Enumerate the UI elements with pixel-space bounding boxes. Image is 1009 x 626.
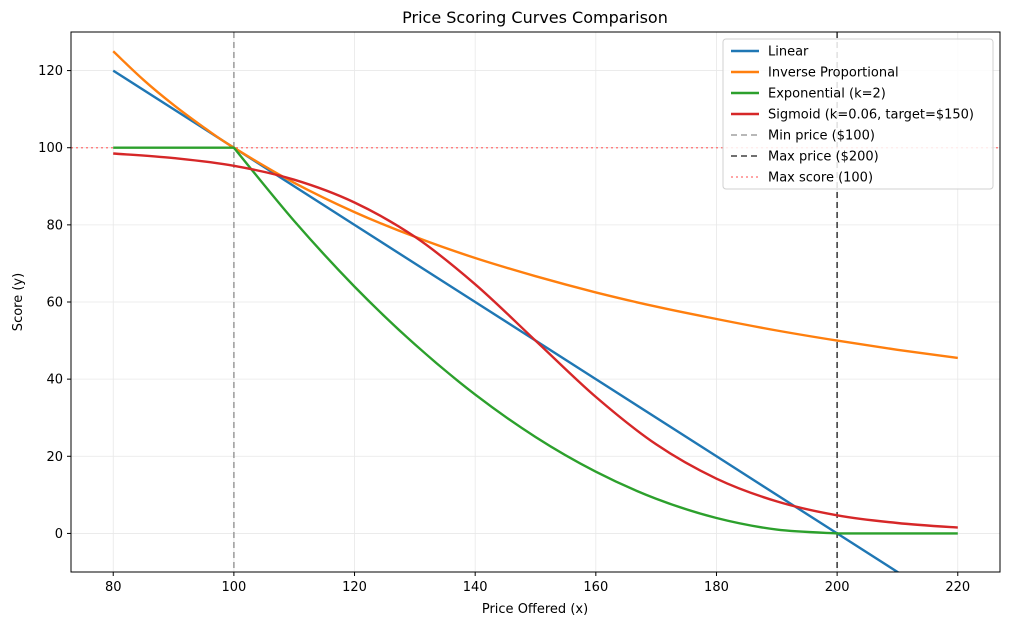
x-tick-label: 200	[825, 580, 850, 595]
legend-label: Max score (100)	[768, 171, 873, 186]
series-lines	[112, 50, 958, 572]
legend-label: Max price ($200)	[768, 150, 879, 165]
y-tick-label: 20	[46, 450, 63, 465]
y-tick-label: 100	[38, 141, 63, 156]
x-axis-label: Price Offered (x)	[482, 602, 588, 617]
chart-title: Price Scoring Curves Comparison	[402, 8, 668, 27]
legend-label: Sigmoid (k=0.06, target=$150)	[768, 108, 974, 123]
x-tick-label: 140	[463, 580, 488, 595]
y-tick-label: 80	[46, 218, 63, 233]
x-tick-label: 220	[945, 580, 970, 595]
legend-label: Inverse Proportional	[768, 66, 899, 81]
x-tick-label: 180	[704, 580, 729, 595]
y-tick-label: 60	[46, 296, 63, 311]
axis-ticks: 80 100 120 140 160 180 200 220 0 20 40 60 80 100 120	[38, 64, 970, 595]
y-axis-label: Score (y)	[11, 273, 26, 331]
x-tick-label: 120	[342, 580, 367, 595]
x-tick-label: 160	[583, 580, 608, 595]
y-tick-label: 120	[38, 64, 63, 79]
series-line-1	[112, 50, 958, 360]
y-tick-label: 0	[55, 527, 63, 542]
legend-label: Min price ($100)	[768, 129, 875, 144]
series-line-3	[113, 152, 958, 529]
x-tick-label: 100	[221, 580, 246, 595]
legend-label: Linear	[768, 45, 809, 60]
x-tick-label: 80	[105, 580, 122, 595]
legend-box	[722, 38, 994, 190]
series-line-2	[113, 146, 958, 535]
y-tick-label: 40	[46, 373, 63, 388]
legend: Linear Inverse Proportional Exponential (k…	[722, 38, 994, 190]
legend-label: Exponential (k=2)	[768, 87, 886, 102]
